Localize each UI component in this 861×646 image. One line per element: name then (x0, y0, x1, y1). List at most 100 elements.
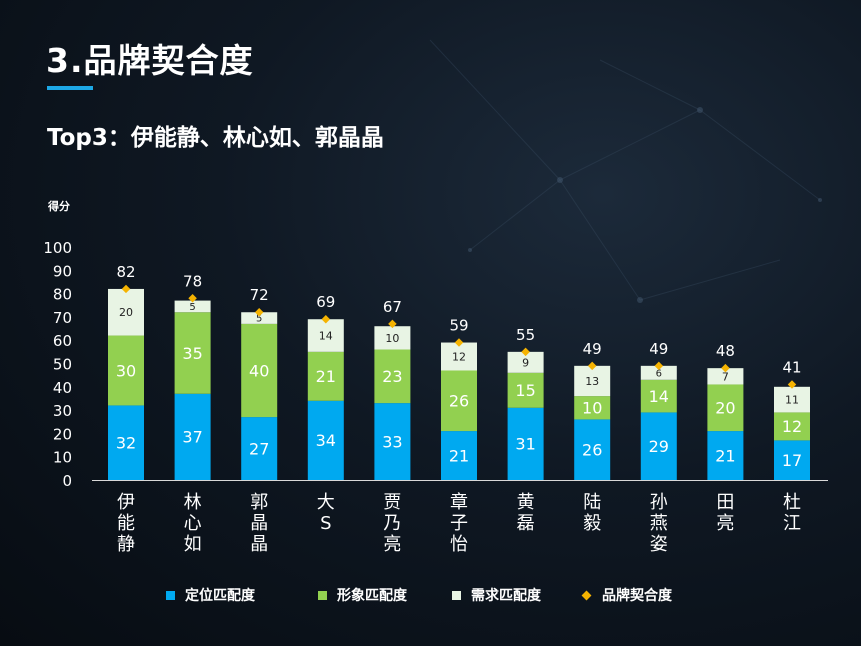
data-label: 10 (582, 399, 602, 418)
brand-fit-label: 41 (782, 358, 801, 376)
data-label: 12 (452, 350, 466, 363)
bar-segment (707, 384, 744, 432)
data-label: 15 (515, 381, 535, 400)
y-tick-label: 100 (43, 239, 72, 257)
brand-fit-label: 72 (250, 286, 269, 304)
x-tick-label: 章 (450, 492, 468, 513)
y-tick-label: 60 (53, 332, 72, 350)
data-label: 14 (319, 330, 333, 343)
bar-segment (707, 368, 744, 385)
x-tick-label: 能 (117, 513, 135, 534)
data-label: 37 (182, 428, 202, 447)
x-tick-label: 郭 (250, 492, 268, 513)
bar-segment (108, 288, 144, 336)
data-label: 5 (189, 302, 195, 313)
data-label: 7 (722, 370, 729, 383)
data-label: 26 (449, 392, 469, 411)
brand-fit-marker (587, 361, 597, 371)
bar-segment (441, 370, 477, 432)
data-label: 9 (522, 356, 529, 369)
x-tick-label: 静 (117, 534, 135, 555)
chart-legend: 定位匹配度 形象匹配度 需求匹配度 品牌契合度 (0, 585, 861, 605)
x-tick-label: 心 (184, 513, 202, 534)
brand-fit-label: 78 (183, 272, 202, 290)
x-tick-label: 怡 (450, 534, 468, 555)
bar-segment (374, 403, 411, 480)
bar-segment (307, 400, 344, 480)
bar-segment (507, 372, 544, 408)
data-label: 26 (582, 440, 602, 459)
legend-item-demand: 需求匹配度 (452, 585, 541, 605)
legend-item-brand-fit: 品牌契合度 (581, 585, 672, 605)
legend-item-image: 形象匹配度 (318, 585, 407, 605)
data-label: 20 (119, 306, 133, 319)
page-title: 3.品牌契合度 (46, 41, 254, 80)
y-tick-label: 30 (53, 402, 72, 420)
x-tick-label: S (320, 513, 331, 534)
bar-segment (574, 419, 611, 480)
brand-fit-label: 67 (383, 298, 402, 316)
bar-segment (774, 386, 810, 413)
bar-segment (241, 323, 278, 418)
brand-fit-marker (121, 284, 131, 294)
bar-segment (574, 365, 611, 397)
brand-fit-marker (321, 314, 331, 324)
bar-segment (108, 405, 144, 480)
brand-fit-label: 49 (649, 340, 668, 358)
bar-segment (374, 349, 411, 404)
data-label: 23 (382, 367, 402, 386)
data-label: 21 (715, 446, 735, 465)
data-label: 30 (116, 361, 136, 380)
bar-segment (640, 379, 677, 413)
x-tick-label: 杜 (783, 492, 801, 513)
data-label: 12 (782, 417, 802, 436)
data-label: 21 (449, 446, 469, 465)
bar-segment (640, 365, 677, 380)
legend-swatch-positioning (166, 590, 175, 600)
brand-fit-label: 55 (516, 326, 535, 344)
data-label: 20 (715, 399, 735, 418)
x-tick-label: 伊 (117, 492, 135, 513)
brand-fit-label: 69 (316, 293, 335, 311)
x-tick-label: 孙 (650, 492, 668, 513)
legend-swatch-demand (452, 590, 461, 600)
legend-swatch-image (318, 590, 327, 600)
x-tick-label: 如 (184, 534, 202, 555)
x-tick-label: 江 (783, 513, 801, 534)
x-tick-label: 亮 (716, 513, 734, 534)
brand-fit-marker (188, 294, 197, 303)
bar-segment (307, 319, 344, 352)
bar-segment (441, 431, 477, 480)
x-tick-label: 大 (317, 492, 335, 513)
data-label: 5 (256, 314, 262, 325)
x-tick-label: 乃 (383, 513, 401, 534)
legend-label-demand: 需求匹配度 (471, 588, 541, 604)
brand-fit-marker (454, 338, 464, 347)
legend-diamond-icon (581, 590, 592, 600)
x-tick-label: 黄 (517, 492, 535, 513)
data-label: 31 (515, 435, 535, 454)
legend-label-positioning: 定位匹配度 (185, 588, 255, 604)
bar-segment (174, 300, 211, 313)
data-label: 13 (585, 375, 599, 388)
x-tick-label: 磊 (517, 513, 535, 534)
bar-segment (108, 335, 144, 406)
bar-segment (774, 440, 810, 480)
bar-segment (507, 407, 544, 480)
brand-fit-marker (254, 307, 264, 317)
page-subtitle: Top3：伊能静、林心如、郭晶晶 (47, 125, 384, 151)
x-tick-label: 燕 (650, 513, 668, 534)
brand-fit-marker (521, 347, 530, 357)
y-tick-label: 40 (53, 379, 72, 397)
data-label: 34 (316, 431, 336, 450)
y-tick-label: 70 (53, 309, 72, 327)
data-label: 33 (382, 432, 402, 451)
x-tick-label: 晶 (250, 513, 268, 534)
x-tick-label: 姿 (650, 534, 668, 555)
legend-label-brand-fit: 品牌契合度 (602, 588, 672, 604)
brand-fit-label: 59 (449, 317, 468, 335)
x-tick-label: 晶 (250, 534, 268, 555)
bar-segment (241, 312, 278, 324)
